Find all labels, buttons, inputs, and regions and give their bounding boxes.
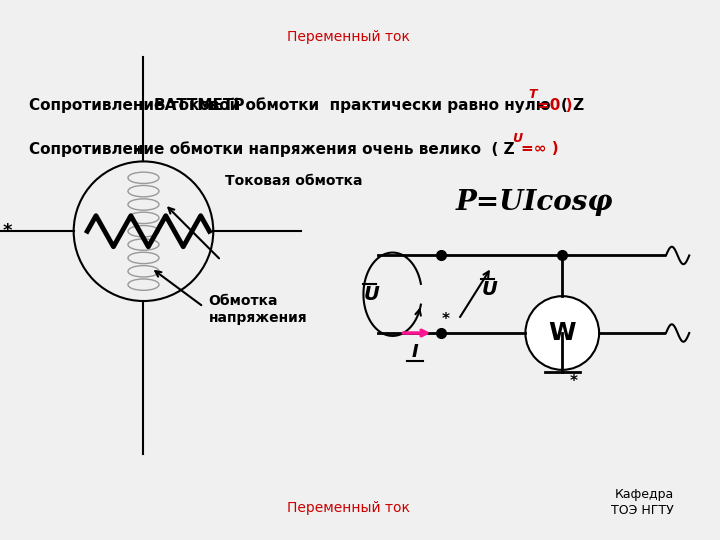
Text: U: U [512, 132, 522, 145]
Text: Токовая обмотка: Токовая обмотка [225, 174, 362, 188]
Circle shape [526, 296, 599, 370]
Text: Переменный ток: Переменный ток [287, 501, 410, 515]
Text: Переменный ток: Переменный ток [287, 30, 410, 44]
Text: W: W [549, 321, 576, 345]
Text: U: U [482, 280, 498, 299]
Text: =∞ ): =∞ ) [521, 141, 558, 156]
Text: ТОЭ НГТУ: ТОЭ НГТУ [611, 504, 674, 517]
Text: Кафедра: Кафедра [614, 488, 674, 502]
Text: Сопротивление обмотки напряжения очень велико  ( Z: Сопротивление обмотки напряжения очень в… [29, 141, 515, 157]
Text: Обмотка: Обмотка [208, 294, 278, 308]
Text: *: * [3, 222, 12, 240]
Text: T: T [528, 89, 537, 102]
Text: ВАТТМЕТР: ВАТТМЕТР [153, 98, 245, 113]
Text: *: * [134, 145, 143, 163]
Text: U: U [364, 285, 379, 303]
Text: I: I [412, 343, 418, 361]
Text: *: * [442, 312, 450, 327]
Text: Сопротивление токовой обмотки  практически равно нулю  ( Z: Сопротивление токовой обмотки практическ… [29, 97, 584, 113]
Text: =0 ): =0 ) [537, 98, 572, 113]
Text: P=UIcosφ: P=UIcosφ [456, 188, 613, 215]
Text: напряжения: напряжения [208, 310, 307, 325]
Text: *: * [570, 374, 578, 389]
